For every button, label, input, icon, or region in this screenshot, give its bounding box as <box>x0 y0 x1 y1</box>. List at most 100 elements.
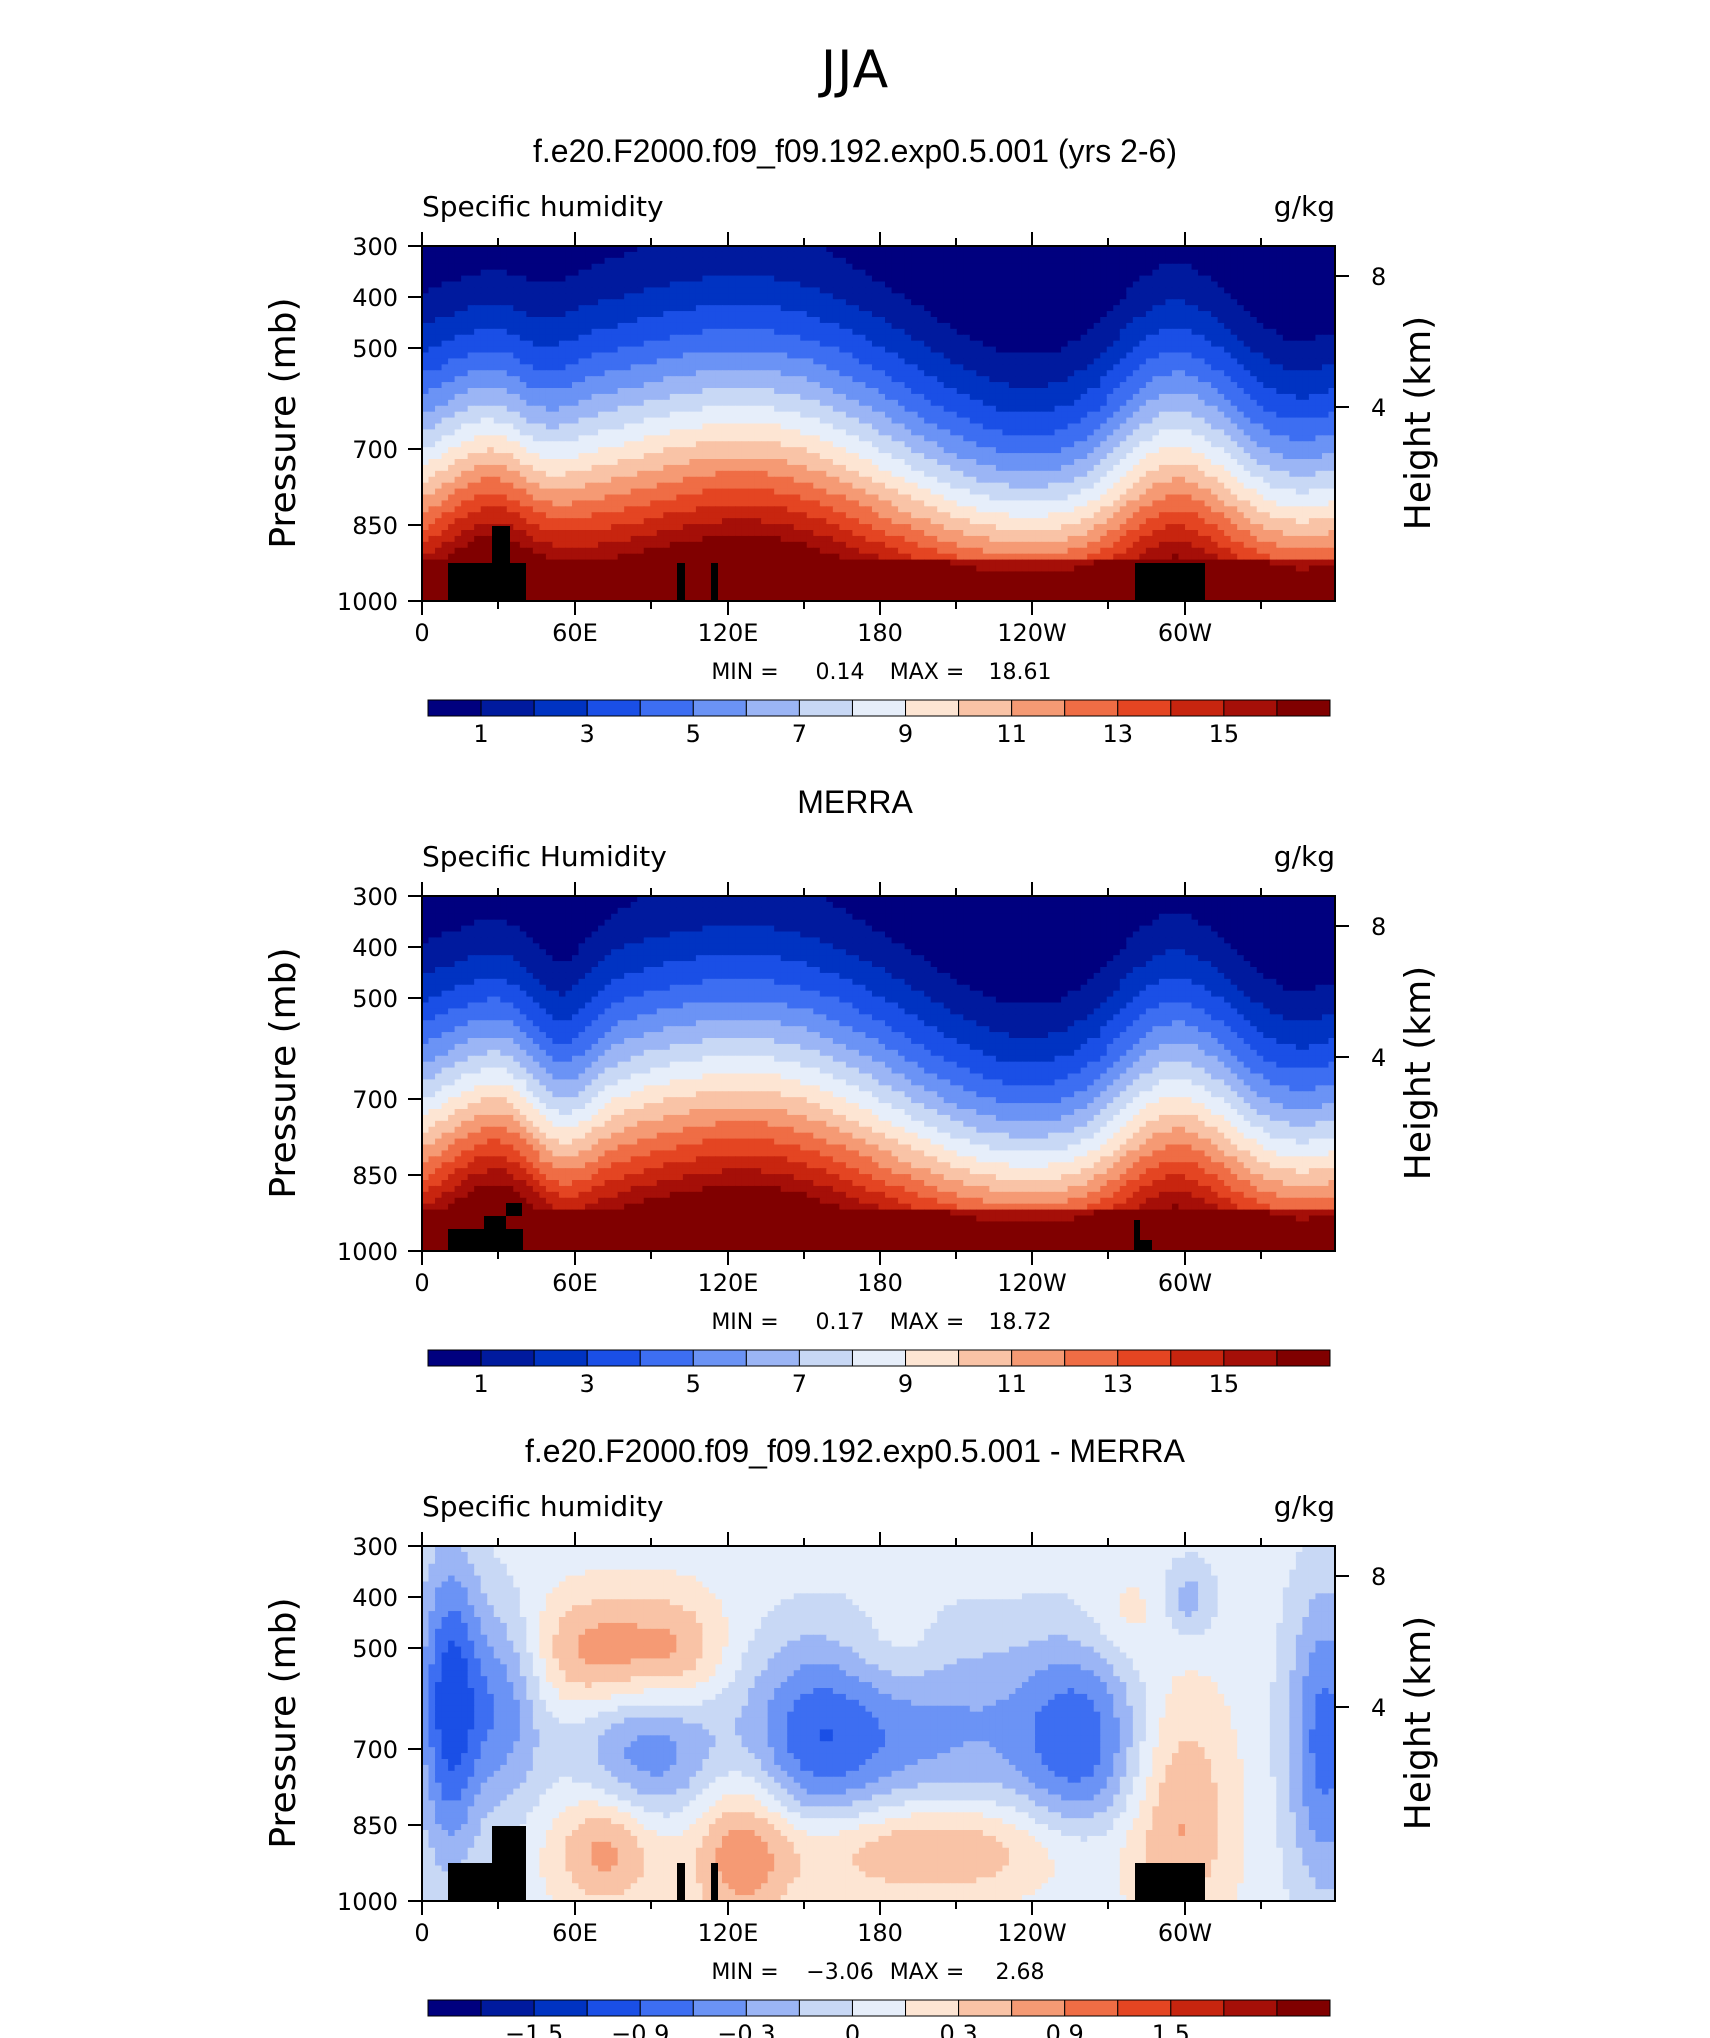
colorbar-label: 5 <box>686 1370 701 1398</box>
colorbar-swatch <box>1064 1999 1119 2017</box>
colorbar-swatch <box>586 1999 641 2017</box>
panel-title: f.e20.F2000.f09_f09.192.exp0.5.001 (yrs … <box>0 133 1710 170</box>
colorbar-swatch <box>745 1999 800 2017</box>
topography-mask <box>448 1863 526 1901</box>
colorbar-swatch <box>905 1999 960 2017</box>
plot-area <box>422 1546 1336 1902</box>
topography-mask <box>1135 563 1205 601</box>
colorbar-label: 15 <box>1209 1370 1240 1398</box>
y-axis-title: Pressure (mb) <box>263 947 304 1198</box>
topography-mask <box>711 1863 718 1901</box>
model-panel: f.e20.F2000.f09_f09.192.exp0.5.001 (yrs … <box>0 0 1710 760</box>
max-value: 18.61 <box>989 660 1052 685</box>
y-right-tick-label: 4 <box>1371 1044 1386 1072</box>
units-label: g/kg <box>1274 840 1335 873</box>
x-tick-label: 180 <box>857 619 903 647</box>
colorbar-swatch <box>639 1999 694 2017</box>
max-value: 2.68 <box>996 1960 1045 1985</box>
topography-mask <box>711 563 718 601</box>
topography-mask <box>484 1216 506 1229</box>
colorbar-label: −0.3 <box>717 2020 775 2038</box>
x-tick-label: 180 <box>857 1269 903 1297</box>
plot-area <box>422 896 1336 1252</box>
colorbar-label: 0 <box>845 2020 860 2038</box>
y-tick-label: 500 <box>352 1635 398 1663</box>
min-value: 0.17 <box>816 1310 865 1335</box>
colorbar-swatch <box>692 1999 747 2017</box>
colorbar-label: 7 <box>792 1370 807 1398</box>
units-label: g/kg <box>1274 1490 1335 1523</box>
x-tick-label: 0 <box>414 1269 429 1297</box>
y-tick-label: 700 <box>352 436 398 464</box>
plot-frame <box>421 895 1336 1252</box>
y-tick-label: 500 <box>352 985 398 1013</box>
colorbar-label: 0.9 <box>1046 2020 1084 2038</box>
colorbar-swatch <box>480 1999 535 2017</box>
colorbar-label: 1.5 <box>1152 2020 1190 2038</box>
topography-mask <box>506 1203 522 1216</box>
colorbar-label: 9 <box>898 1370 913 1398</box>
y-tick-label: 1000 <box>337 1238 398 1266</box>
min-label: MIN = <box>711 1960 778 1985</box>
max-value: 18.72 <box>989 1310 1052 1335</box>
colorbar-label: 5 <box>686 720 701 748</box>
colorbar-swatch <box>1011 1999 1066 2017</box>
colorbar-swatch <box>427 1999 482 2017</box>
colorbar-label: 1 <box>473 1370 488 1398</box>
colorbar <box>427 1999 1331 2017</box>
y-tick-label: 300 <box>352 883 398 911</box>
colorbar-label: −1.5 <box>505 2020 563 2038</box>
x-tick-label: 60E <box>552 1269 598 1297</box>
colorbar-swatch <box>958 1999 1013 2017</box>
x-tick-label: 60E <box>552 1919 598 1947</box>
colorbar-label: 13 <box>1102 720 1133 748</box>
x-tick-label: 120E <box>698 1919 759 1947</box>
max-label: MAX = <box>890 660 965 685</box>
y-tick-label: 700 <box>352 1736 398 1764</box>
colorbar-label: 13 <box>1102 1370 1133 1398</box>
colorbar-label: 3 <box>580 1370 595 1398</box>
x-tick-label: 60W <box>1158 1269 1212 1297</box>
y-axis-title: Pressure (mb) <box>263 297 304 548</box>
y-tick-label: 1000 <box>337 588 398 616</box>
x-tick-label: 60W <box>1158 1919 1212 1947</box>
colorbar <box>427 699 1331 717</box>
colorbar-label: 15 <box>1209 720 1240 748</box>
x-tick-label: 120W <box>997 1919 1067 1947</box>
y-tick-label: 300 <box>352 233 398 261</box>
variable-label: Specific Humidity <box>422 840 667 873</box>
topography-mask <box>1134 1220 1140 1251</box>
x-tick-label: 180 <box>857 1919 903 1947</box>
x-tick-label: 120E <box>698 1269 759 1297</box>
colorbar-swatch <box>533 1999 588 2017</box>
y-tick-label: 400 <box>352 934 398 962</box>
y-right-axis-title: Height (km) <box>1398 1616 1439 1830</box>
colorbar-label: 1 <box>473 720 488 748</box>
max-label: MAX = <box>890 1310 965 1335</box>
colorbar-swatch <box>1117 1999 1172 2017</box>
topography-mask <box>492 526 510 563</box>
merra-panel: MERRA Specific Humidity g/kg 300 400 500 700 8… <box>0 650 1710 1410</box>
y-right-tick-label: 4 <box>1371 1694 1386 1722</box>
panel-title: f.e20.F2000.f09_f09.192.exp0.5.001 - MER… <box>0 1433 1710 1470</box>
humidity-section-chart: Specific humidity g/kg3004005007008501000… <box>263 190 1439 748</box>
y-right-axis-title: Height (km) <box>1398 316 1439 530</box>
y-axis-title: Pressure (mb) <box>263 1597 304 1848</box>
y-tick-label: 500 <box>352 335 398 363</box>
x-tick-label: 0 <box>414 1919 429 1947</box>
humidity-section-chart: Specific humidity g/kg3004005007008501000… <box>263 1490 1439 2038</box>
x-tick-label: 60W <box>1158 619 1212 647</box>
plot-frame <box>421 245 1336 602</box>
units-label: g/kg <box>1274 190 1335 223</box>
topography-mask <box>677 1863 685 1901</box>
y-tick-label: 400 <box>352 284 398 312</box>
topography-mask <box>448 563 526 601</box>
colorbar-label: 0.3 <box>940 2020 978 2038</box>
colorbar-label: 11 <box>996 720 1027 748</box>
x-tick-label: 60E <box>552 619 598 647</box>
y-tick-label: 850 <box>352 1812 398 1840</box>
colorbar-swatch <box>1170 1999 1225 2017</box>
topography-mask <box>492 1826 526 1863</box>
colorbar-label: 11 <box>996 1370 1027 1398</box>
y-tick-label: 400 <box>352 1584 398 1612</box>
